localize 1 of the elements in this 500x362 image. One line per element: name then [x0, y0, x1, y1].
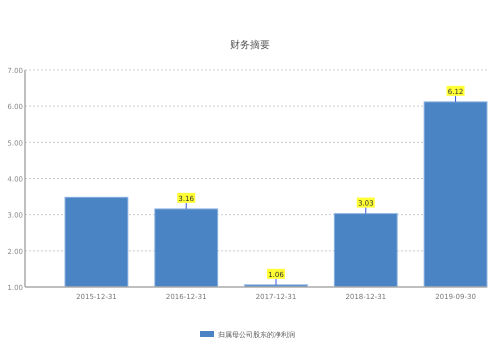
- chart-title: 财务摘要: [230, 39, 270, 51]
